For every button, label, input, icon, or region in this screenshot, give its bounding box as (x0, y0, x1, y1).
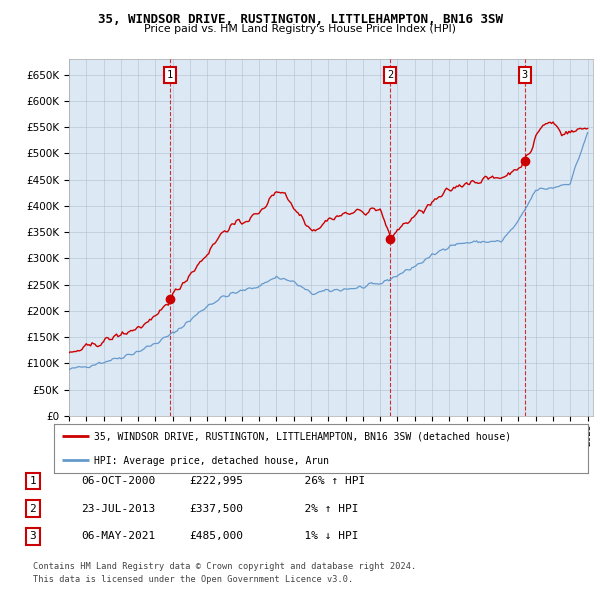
Text: 35, WINDSOR DRIVE, RUSTINGTON, LITTLEHAMPTON, BN16 3SW (detached house): 35, WINDSOR DRIVE, RUSTINGTON, LITTLEHAM… (94, 432, 511, 442)
Text: 1% ↓ HPI: 1% ↓ HPI (291, 532, 359, 541)
Text: 1: 1 (29, 476, 37, 486)
Text: 2: 2 (29, 504, 37, 513)
Text: £222,995: £222,995 (189, 476, 243, 486)
Text: 06-MAY-2021: 06-MAY-2021 (81, 532, 155, 541)
Text: This data is licensed under the Open Government Licence v3.0.: This data is licensed under the Open Gov… (33, 575, 353, 584)
Text: 1: 1 (167, 70, 173, 80)
Text: Price paid vs. HM Land Registry's House Price Index (HPI): Price paid vs. HM Land Registry's House … (144, 24, 456, 34)
Text: 06-OCT-2000: 06-OCT-2000 (81, 476, 155, 486)
Text: 35, WINDSOR DRIVE, RUSTINGTON, LITTLEHAMPTON, BN16 3SW: 35, WINDSOR DRIVE, RUSTINGTON, LITTLEHAM… (97, 13, 503, 26)
Text: 2: 2 (387, 70, 394, 80)
Text: £337,500: £337,500 (189, 504, 243, 513)
Text: Contains HM Land Registry data © Crown copyright and database right 2024.: Contains HM Land Registry data © Crown c… (33, 562, 416, 571)
Text: £485,000: £485,000 (189, 532, 243, 541)
Text: 2% ↑ HPI: 2% ↑ HPI (291, 504, 359, 513)
Text: 3: 3 (29, 532, 37, 541)
Text: 26% ↑ HPI: 26% ↑ HPI (291, 476, 365, 486)
Text: 23-JUL-2013: 23-JUL-2013 (81, 504, 155, 513)
Text: HPI: Average price, detached house, Arun: HPI: Average price, detached house, Arun (94, 457, 329, 467)
Text: 3: 3 (522, 70, 528, 80)
